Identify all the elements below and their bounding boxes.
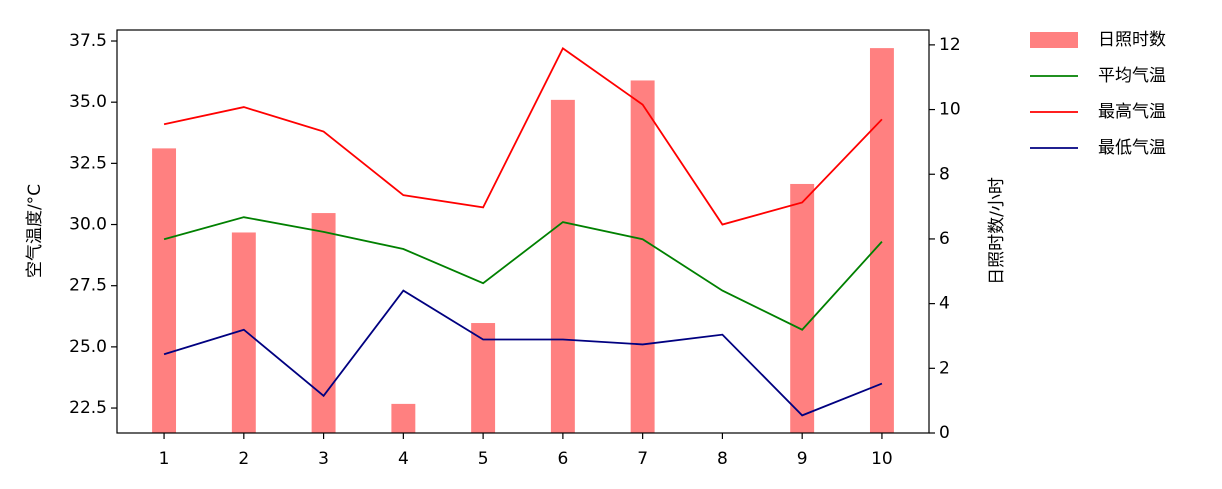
y2-tick-label: 4 (939, 294, 950, 314)
x-tick-label: 3 (318, 449, 329, 469)
x-tick-label: 8 (717, 449, 728, 469)
line (163, 216, 883, 331)
bar (550, 99, 575, 433)
y-tick-label: 25.0 (69, 337, 107, 357)
x-tick-label: 6 (557, 449, 568, 469)
legend-swatch (1030, 32, 1078, 48)
x-tick-label: 2 (238, 449, 249, 469)
bar (790, 183, 815, 433)
x-tick-label: 7 (637, 449, 648, 469)
y2-tick-label: 8 (939, 164, 950, 184)
x-tick-label: 1 (159, 449, 170, 469)
y2-tick-label: 6 (939, 229, 950, 249)
legend-label: 平均气温 (1098, 66, 1166, 86)
x-tick-label: 5 (478, 449, 489, 469)
plot-frame (116, 29, 930, 434)
line (163, 289, 883, 417)
y-tick-label: 37.5 (69, 31, 107, 51)
y2-axis-label: 日照时数/小时 (987, 177, 1007, 285)
y-tick-label: 30.0 (69, 215, 107, 235)
y-tick-label: 27.5 (69, 276, 107, 296)
y-axis-label: 空气温度/°C (25, 184, 45, 278)
y2-tick-label: 10 (939, 100, 961, 120)
x-tick-label: 4 (398, 449, 409, 469)
y-tick-label: 35.0 (69, 92, 107, 112)
bar (630, 80, 655, 433)
x-tick-label: 9 (797, 449, 808, 469)
y2-tick-label: 12 (939, 35, 961, 55)
bar (231, 232, 256, 433)
bar (391, 403, 416, 433)
line (163, 47, 883, 226)
legend-label: 日照时数 (1098, 30, 1166, 50)
y-tick-label: 22.5 (69, 398, 107, 418)
bar (152, 148, 177, 434)
y2-tick-label: 2 (939, 358, 950, 378)
x-tick-label: 10 (871, 449, 893, 469)
bar (311, 213, 336, 433)
bar (471, 323, 496, 433)
bar (869, 48, 894, 433)
legend-label: 最高气温 (1098, 102, 1166, 122)
legend-label: 最低气温 (1098, 138, 1166, 158)
y-tick-label: 32.5 (69, 153, 107, 173)
y2-tick-label: 0 (939, 423, 950, 443)
